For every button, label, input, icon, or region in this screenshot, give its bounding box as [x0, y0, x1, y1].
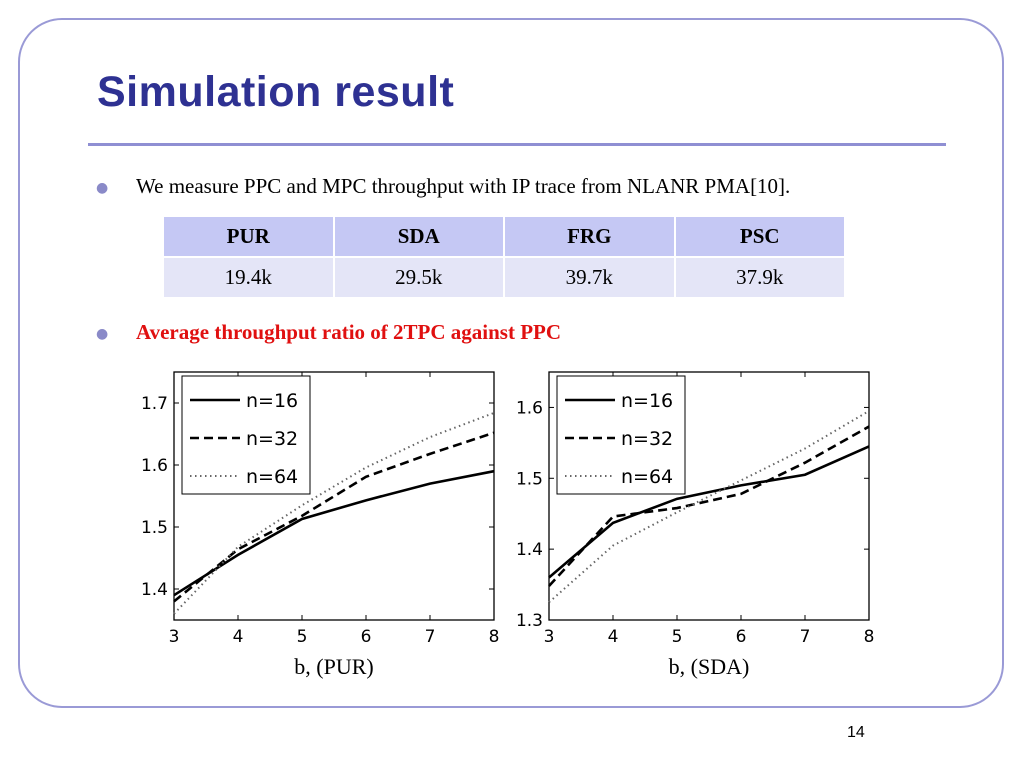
chart-pur-svg: 1.4 1.5 1.6 1.7 3 4 5 6 7 8 b, (PUR) n=16 n=32 n=64 — [141, 371, 500, 679]
y-tick-label: 1.7 — [141, 394, 168, 414]
y-tick-label: 1.4 — [516, 540, 543, 560]
chart-sda-svg: 1.3 1.4 1.5 1.6 3 4 5 6 7 8 b, (SDA) n=16 n=32 n=64 — [516, 371, 875, 679]
legend-label: n=16 — [246, 390, 298, 412]
table-cell: 19.4k — [162, 256, 335, 299]
table-cell: 39.7k — [503, 256, 676, 299]
x-tick-label: 8 — [489, 627, 500, 647]
table-header-cell: FRG — [503, 215, 676, 258]
y-tick-label: 1.5 — [516, 469, 543, 489]
y-tick-label: 1.6 — [141, 456, 168, 476]
legend-box — [181, 375, 311, 495]
x-tick-label: 7 — [800, 627, 811, 647]
x-tick-label: 4 — [608, 627, 619, 647]
x-tick-label: 6 — [736, 627, 747, 647]
page-number: 14 — [847, 724, 865, 741]
legend-label: n=32 — [246, 428, 298, 450]
bullet-ratio-text: Average throughput ratio of 2TPC against… — [136, 320, 562, 344]
legend-label: n=16 — [621, 390, 673, 412]
series-line — [548, 445, 870, 579]
y-tick-label: 1.3 — [516, 611, 543, 631]
series-line — [173, 431, 495, 603]
table-header-cell: SDA — [332, 215, 505, 258]
x-tick-label: 3 — [169, 627, 180, 647]
table-cell: 37.9k — [673, 256, 846, 299]
x-axis-label: b, (PUR) — [294, 654, 373, 679]
slide-frame — [18, 18, 1004, 708]
table-row: 19.4k 29.5k 39.7k 37.9k — [162, 256, 846, 299]
y-tick-label: 1.6 — [516, 398, 543, 418]
bullet-dot-icon: ● — [96, 180, 109, 196]
table-header-cell: PSC — [673, 215, 846, 258]
series-line — [173, 469, 495, 597]
throughput-table: PUR SDA FRG PSC 19.4k 29.5k 39.7k 37.9k — [162, 215, 846, 299]
x-tick-label: 5 — [297, 627, 308, 647]
legend-box — [556, 375, 686, 495]
series-line — [548, 425, 870, 587]
x-tick-label: 6 — [361, 627, 372, 647]
series-line — [173, 411, 495, 615]
legend-label: n=64 — [621, 466, 673, 488]
chart-sda: 1.3 1.4 1.5 1.6 3 4 5 6 7 8 b, (SDA) n=16 n=32 n=64 — [495, 362, 895, 692]
title-divider — [88, 143, 946, 146]
chart-pur: 1.4 1.5 1.6 1.7 3 4 5 6 7 8 b, (PUR) n=16 n=32 n=64 — [120, 362, 520, 692]
x-tick-label: 7 — [425, 627, 436, 647]
legend-label: n=64 — [246, 466, 298, 488]
x-tick-label: 8 — [864, 627, 875, 647]
legend-label: n=32 — [621, 428, 673, 450]
x-tick-label: 5 — [672, 627, 683, 647]
bullet-dot-icon: ● — [96, 326, 109, 342]
x-tick-label: 4 — [233, 627, 244, 647]
table-header-row: PUR SDA FRG PSC — [162, 215, 846, 258]
slide-title: Simulation result — [97, 68, 455, 116]
bullet-measure-text: We measure PPC and MPC throughput with I… — [136, 174, 791, 198]
plot-area — [548, 371, 870, 621]
x-axis-label: b, (SDA) — [669, 654, 750, 679]
y-tick-label: 1.4 — [141, 580, 168, 600]
y-tick-label: 1.5 — [141, 518, 168, 538]
series-line — [548, 410, 870, 604]
table-header-cell: PUR — [162, 215, 335, 258]
table-cell: 29.5k — [332, 256, 505, 299]
x-tick-label: 3 — [544, 627, 555, 647]
